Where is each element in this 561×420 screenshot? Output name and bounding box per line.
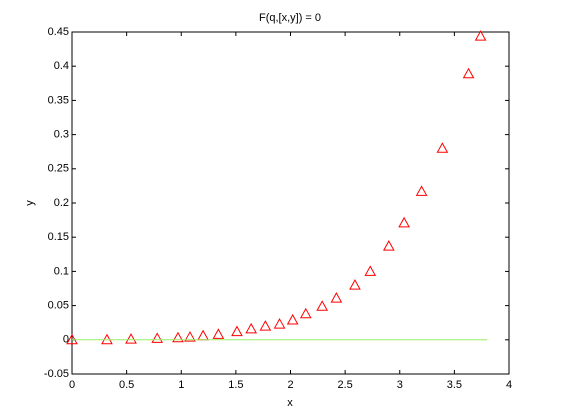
y-tick-label: 0.25 [48,163,69,175]
y-tick-label: 0.05 [48,300,69,312]
marker [330,292,343,303]
marker [364,265,377,276]
x-tick-label: 2.5 [337,379,352,391]
marker [462,67,475,79]
y-tick-label: 0.3 [54,129,69,141]
marker [286,313,299,325]
x-tick-label: 3.5 [447,379,462,391]
marker [212,328,225,339]
y-axis-label: y [24,200,36,206]
chart-title: F(q,[x,y]) = 0 [259,12,321,24]
y-tick-label: -0.05 [44,368,69,380]
marker [259,320,272,331]
marker [398,216,410,228]
x-tick-label: 2 [287,379,293,391]
x-tick-label: 0.5 [119,379,134,391]
y-tick-label: 0.2 [54,197,69,209]
marker [436,142,449,153]
marker [316,300,329,311]
marker [415,185,428,196]
x-tick-label: 1.5 [228,379,243,391]
y-tick-label: 0.1 [54,265,69,277]
axes-box [71,31,510,375]
y-tick-label: 0.4 [54,60,69,72]
marker [184,331,196,342]
marker [299,307,312,319]
marker [349,279,361,290]
marker [125,333,137,344]
marker [245,322,258,334]
y-tick-label: 0 [63,334,69,346]
x-tick-label: 4 [506,379,512,391]
x-axis-label: x [287,397,293,409]
marker [151,332,164,343]
marker [231,325,243,337]
y-tick-label: 0.45 [48,26,69,38]
y-tick-label: 0.35 [48,94,69,106]
marker [172,331,184,343]
x-tick-label: 0 [69,379,75,391]
y-tick-label: 0.15 [48,231,69,243]
x-tick-label: 1 [178,379,184,391]
x-tick-label: 3 [397,379,403,391]
marker [474,30,487,41]
marker [273,318,286,329]
marker [382,240,395,251]
